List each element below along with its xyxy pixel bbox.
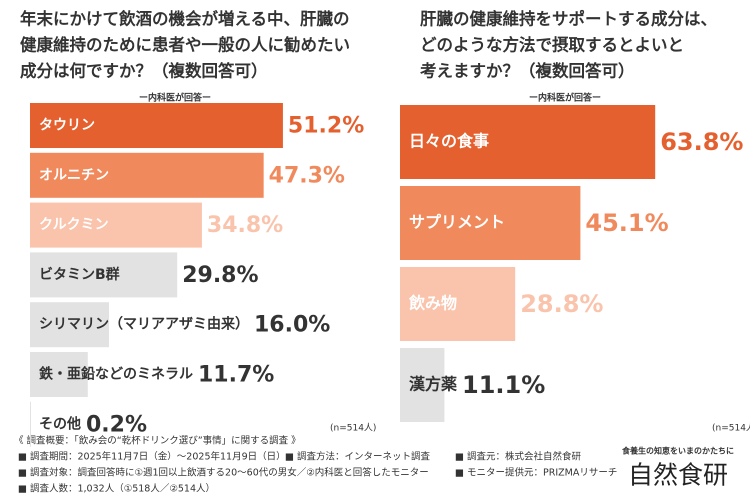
chart-title: 健康維持のために患者や一般の人に勧めたい: [20, 35, 350, 55]
footer-item: ■ 調査対象：調査回答時に①週1回以上飲酒する20～60代の男女／②内科医と回答…: [18, 467, 429, 479]
value-label: 47.3%: [269, 163, 345, 188]
value-label: 28.8%: [520, 290, 603, 318]
footer-item: ■ 調査方法：インターネット調査: [285, 451, 430, 463]
category-label: オルニチン: [39, 167, 109, 183]
brand-tagline: 食養生の知恵をいまのかたちに: [622, 446, 734, 456]
chart-subtitle: ー内科医が回答ー: [139, 92, 211, 104]
footer-heading: 《 調査概要：「飲み会の“乾杯ドリンク選び”事情」に関する調査 》: [14, 435, 301, 447]
bar: [400, 186, 581, 260]
chart-title: 考えますか？（複数回答可）: [419, 61, 635, 81]
bar: [30, 103, 283, 148]
category-label: 日々の食事: [409, 132, 489, 151]
category-label: タウリン: [39, 118, 95, 134]
chart-title: 肝臓の健康維持をサポートする成分は、: [420, 9, 717, 29]
sample-note: (n=514人): [330, 423, 376, 434]
chart-subtitle: ー内科医が回答ー: [529, 92, 601, 104]
value-label: 11.7%: [198, 363, 274, 388]
chart-title: 年末にかけて飲酒の機会が増える中、肝臓の: [20, 9, 350, 29]
bar: [30, 401, 31, 447]
footer-item: ■ 調査元：株式会社自然食研: [455, 451, 581, 463]
bar: [30, 302, 110, 348]
bar: [400, 267, 516, 341]
value-label: 63.8%: [660, 128, 743, 156]
bar: [30, 252, 178, 298]
footer-item: ■ 調査期間：2025年11月7日（金）～2025年11月9日（日）: [18, 451, 286, 463]
bar: [30, 152, 264, 198]
chart-title: どのような方法で摂取するとよいと: [420, 35, 684, 55]
category-label: ビタミンB群: [39, 266, 120, 283]
brand-name: 自然食研: [628, 461, 728, 490]
value-label: 34.8%: [207, 213, 283, 238]
category-label: 漢方薬: [409, 375, 458, 394]
sample-note: (n=514人): [712, 423, 750, 434]
value-label: 11.1%: [462, 371, 545, 399]
chart-title: 成分は何ですか？（複数回答可）: [20, 61, 268, 81]
category-label: その他: [39, 415, 81, 432]
category-label: 鉄・亜鉛などのミネラル: [39, 366, 193, 383]
bar: [30, 202, 202, 248]
value-label: 45.1%: [585, 209, 668, 237]
value-label: 51.2%: [288, 114, 364, 139]
category-label: シリマリン（マリアアザミ由来）: [39, 316, 249, 333]
category-label: クルクミン: [39, 217, 109, 233]
bar: [30, 352, 88, 397]
footer-item: ■ モニター提供元：PRIZMAリサーチ: [455, 467, 617, 479]
category-label: 飲み物: [408, 294, 457, 313]
category-label: サプリメント: [409, 213, 505, 232]
value-label: 16.0%: [254, 313, 330, 338]
bar: [400, 105, 656, 179]
bar: [400, 348, 445, 422]
footer-item: ■ 調査人数：1,032人（①518人／②514人）: [18, 483, 215, 495]
value-label: 0.2%: [86, 412, 147, 437]
value-label: 29.8%: [182, 263, 258, 288]
